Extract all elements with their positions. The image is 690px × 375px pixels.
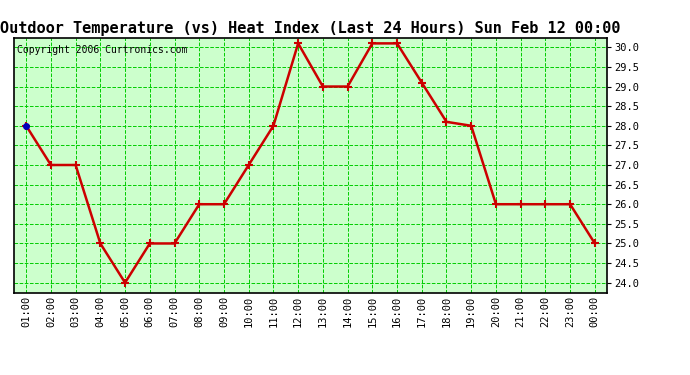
- Text: Copyright 2006 Curtronics.com: Copyright 2006 Curtronics.com: [17, 45, 187, 55]
- Title: Outdoor Temperature (vs) Heat Index (Last 24 Hours) Sun Feb 12 00:00: Outdoor Temperature (vs) Heat Index (Las…: [0, 21, 621, 36]
